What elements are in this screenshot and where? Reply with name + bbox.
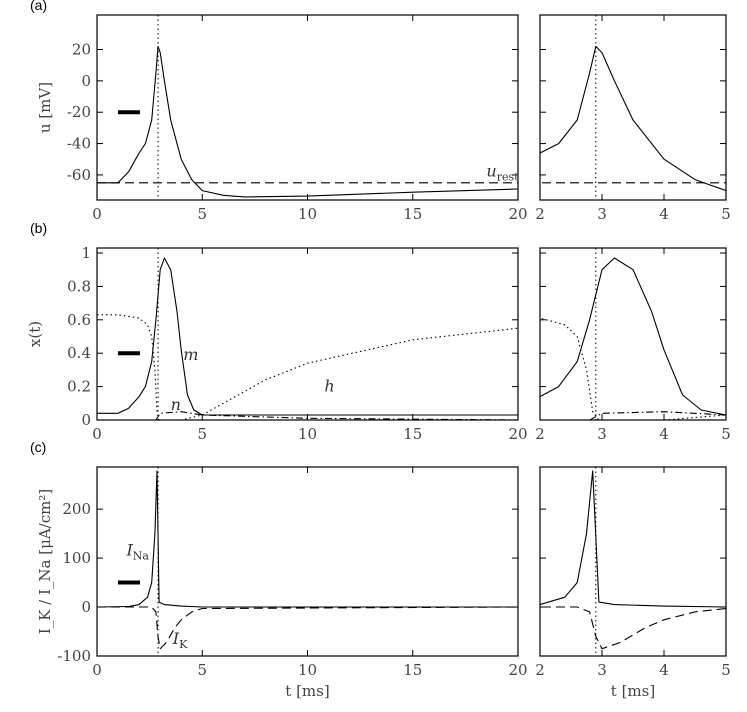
y-tick-label: 0 <box>81 598 91 616</box>
y-tick-label: 0.2 <box>67 378 91 396</box>
y-tick-label: -60 <box>67 166 91 184</box>
panel-label: (b) <box>30 220 47 236</box>
axes-frame <box>539 14 727 201</box>
x-tick-label: 3 <box>597 425 607 443</box>
y-axis-label: x(t) <box>26 321 44 347</box>
series-annotation: h <box>324 377 334 396</box>
series-n <box>97 411 518 420</box>
axes-frame <box>96 14 519 201</box>
annotation-main: h <box>324 377 334 396</box>
series-n <box>540 411 726 420</box>
annotation-sub: K <box>179 638 188 651</box>
annotation-main: I <box>125 541 133 560</box>
y-tick-label: 100 <box>62 549 91 567</box>
y-tick-label: -20 <box>67 103 91 121</box>
series-I_Na <box>540 470 726 608</box>
series-h <box>97 314 518 420</box>
panel-1-right: 2 3 4 5 <box>535 247 731 443</box>
x-tick-label: 2 <box>535 661 545 679</box>
series-annotation: m <box>183 345 198 364</box>
axes-frame <box>96 466 519 657</box>
x-tick-label: 5 <box>721 205 731 223</box>
annotation-main: I <box>172 629 180 648</box>
series-h <box>540 317 726 420</box>
x-tick-label: 15 <box>403 425 422 443</box>
x-tick-label: 3 <box>597 205 607 223</box>
series-u <box>97 45 518 198</box>
y-tick-label: 0 <box>81 72 91 90</box>
x-tick-label: 20 <box>508 425 527 443</box>
x-tick-label: 4 <box>659 661 669 679</box>
series-u <box>540 45 726 192</box>
series-I_K <box>97 606 518 650</box>
y-tick-label: 0 <box>81 411 91 429</box>
annotation-sub: rest <box>497 170 519 183</box>
x-tick-label: 3 <box>597 661 607 679</box>
x-tick-label: 20 <box>508 661 527 679</box>
y-tick-label: -100 <box>57 647 91 665</box>
series-m <box>540 257 726 416</box>
x-axis-label: t [ms] <box>285 682 329 700</box>
series-annotation: n <box>171 395 181 414</box>
x-tick-label: 0 <box>92 205 102 223</box>
y-tick-label: 0.4 <box>67 344 91 362</box>
axes-frame <box>539 466 727 657</box>
series-m <box>97 257 518 416</box>
x-tick-label: 5 <box>197 661 207 679</box>
y-axis-label: u [mV] <box>36 82 54 133</box>
annotation-main: n <box>171 395 181 414</box>
panel-0-right: 2 3 4 5 <box>535 14 731 223</box>
y-tick-label: 200 <box>62 500 91 518</box>
y-tick-label: 0.8 <box>67 277 91 295</box>
x-tick-label: 5 <box>721 425 731 443</box>
x-tick-label: 2 <box>535 205 545 223</box>
series-annotation: IK <box>172 629 188 651</box>
series-I_K <box>540 606 726 650</box>
y-tick-label: -40 <box>67 135 91 153</box>
x-tick-label: 4 <box>659 425 669 443</box>
annotation-main: m <box>183 345 198 364</box>
x-tick-label: 0 <box>92 425 102 443</box>
x-tick-label: 5 <box>721 661 731 679</box>
annotation-main: u <box>486 161 496 180</box>
y-tick-label: 0.6 <box>67 311 91 329</box>
x-tick-label: 5 <box>197 205 207 223</box>
y-axis-label: I_K / I_Na [μA/cm²] <box>36 489 54 634</box>
panel-label: (a) <box>30 0 47 13</box>
x-tick-label: 0 <box>92 661 102 679</box>
x-tick-label: 4 <box>659 205 669 223</box>
panel-0-left: 0 5 10 15 20 20 0 -20 -40 -60 urest u [mV] <box>36 14 528 223</box>
axes-frame <box>539 247 727 421</box>
series-annotation: urest <box>486 161 519 183</box>
series-annotation: INa <box>125 541 149 563</box>
panel-1-left: 0 5 10 15 20 0 0.2 0.4 0.6 0.8 1 m h n x(t) <box>26 244 528 443</box>
panel-2-right: 2 3 4 5 t [ms] <box>535 466 731 700</box>
series-I_Na <box>97 470 518 608</box>
x-tick-label: 10 <box>298 425 317 443</box>
x-tick-label: 10 <box>298 205 317 223</box>
annotation-sub: Na <box>133 550 150 563</box>
x-tick-label: 20 <box>508 205 527 223</box>
panel-label: (c) <box>30 439 46 455</box>
x-tick-label: 15 <box>403 661 422 679</box>
x-tick-label: 15 <box>403 205 422 223</box>
x-tick-label: 5 <box>197 425 207 443</box>
y-tick-label: 1 <box>81 244 91 262</box>
x-tick-label: 2 <box>535 425 545 443</box>
x-axis-label: t [ms] <box>611 682 655 700</box>
y-tick-label: 20 <box>72 40 91 58</box>
x-tick-label: 10 <box>298 661 317 679</box>
